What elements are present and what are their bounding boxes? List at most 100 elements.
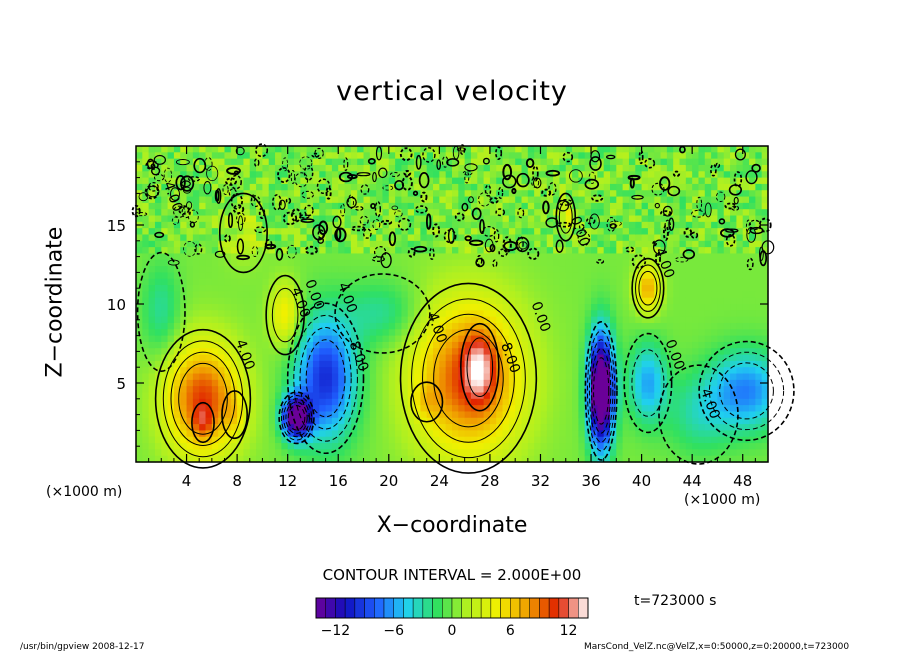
heatmap-cell (319, 417, 327, 425)
heatmap-cell (679, 190, 687, 198)
heatmap-cell (294, 152, 301, 160)
heatmap-cell (350, 455, 358, 463)
heatmap-cell (407, 367, 415, 375)
heatmap-cell (331, 398, 339, 406)
heatmap-cell (679, 449, 687, 457)
heatmap-cell (376, 367, 384, 375)
heatmap-cell (755, 177, 763, 185)
heatmap-cell (388, 322, 396, 330)
heatmap-cell (679, 354, 687, 362)
heatmap-cell (161, 386, 169, 394)
heatmap-cell (470, 304, 478, 311)
heatmap-cell (628, 234, 636, 242)
heatmap-cell (357, 360, 365, 368)
heatmap-cell (369, 417, 377, 425)
heatmap-cell (407, 234, 415, 242)
heatmap-cell (685, 158, 693, 166)
heatmap-cell (350, 164, 358, 172)
heatmap-cell (464, 146, 472, 153)
heatmap-cell (711, 209, 719, 217)
heatmap-cell (306, 234, 314, 242)
heatmap-cell (704, 360, 712, 368)
heatmap-cell (546, 443, 554, 450)
heatmap-cell (692, 360, 700, 368)
heatmap-cell (489, 367, 497, 375)
heatmap-cell (350, 196, 358, 204)
heatmap-cell (742, 424, 750, 431)
heatmap-cell (369, 291, 377, 299)
heatmap-cell (749, 417, 756, 425)
heatmap-cell (647, 228, 655, 236)
heatmap-cell (256, 190, 263, 198)
heatmap-cell (300, 164, 308, 172)
heatmap-cell (186, 259, 194, 267)
heatmap-cell (256, 360, 263, 368)
heatmap-cell (433, 373, 440, 381)
heatmap-cell (660, 417, 668, 425)
heatmap-cell (521, 405, 529, 413)
heatmap-cell (281, 455, 289, 463)
heatmap-cell (205, 316, 213, 324)
heatmap-cell (243, 455, 251, 463)
heatmap-cell (502, 152, 510, 160)
heatmap-cell (300, 367, 308, 375)
heatmap-cell (173, 430, 181, 438)
heatmap-cell (521, 164, 529, 172)
heatmap-cell (717, 171, 725, 179)
heatmap-cell (249, 291, 257, 299)
heatmap-cell (426, 424, 434, 431)
heatmap-cell (603, 386, 611, 394)
heatmap-cell (736, 367, 744, 375)
heatmap-cell (635, 436, 643, 444)
heatmap-cell (603, 190, 611, 198)
heatmap-cell (553, 285, 561, 292)
heatmap-cell (496, 266, 504, 273)
heatmap-cell (338, 259, 346, 267)
heatmap-cell (268, 253, 276, 261)
heatmap-cell (344, 316, 352, 324)
heatmap-cell (363, 158, 371, 166)
heatmap-cell (230, 354, 238, 362)
heatmap-cell (142, 386, 150, 394)
heatmap-cell (256, 164, 263, 172)
heatmap-cell (325, 405, 333, 413)
heatmap-cell (761, 234, 769, 242)
heatmap-cell (565, 266, 573, 273)
heatmap-cell (496, 171, 504, 179)
heatmap-cell (565, 152, 573, 160)
heatmap-cell (666, 272, 674, 280)
heatmap-cell (673, 335, 681, 343)
heatmap-cell (698, 329, 706, 337)
heatmap-cell (723, 259, 731, 267)
heatmap-cell (161, 146, 169, 153)
heatmap-cell (572, 348, 579, 356)
heatmap-cell (173, 392, 181, 400)
heatmap-cell (470, 424, 478, 431)
heatmap-cell (742, 234, 750, 242)
heatmap-cell (483, 146, 491, 153)
heatmap-cell (502, 316, 510, 324)
heatmap-cell (628, 164, 636, 172)
heatmap-cell (180, 253, 188, 261)
heatmap-cell (591, 278, 598, 286)
heatmap-cell (376, 329, 384, 337)
heatmap-cell (711, 240, 719, 248)
heatmap-cell (603, 360, 611, 368)
heatmap-cell (704, 278, 712, 286)
heatmap-cell (382, 158, 390, 166)
heatmap-cell (749, 297, 756, 305)
heatmap-cell (610, 348, 617, 356)
heatmap-cell (388, 398, 396, 406)
heatmap-cell (433, 209, 440, 217)
heatmap-cell (173, 411, 181, 419)
heatmap-cell (704, 196, 712, 204)
heatmap-cell (287, 202, 295, 210)
heatmap-cell (268, 417, 276, 425)
heatmap-cell (489, 158, 497, 166)
heatmap-cell (470, 266, 478, 273)
heatmap-cell (312, 171, 320, 179)
heatmap-cell (376, 209, 384, 217)
heatmap-cell (635, 278, 643, 286)
heatmap-cell (502, 455, 510, 463)
